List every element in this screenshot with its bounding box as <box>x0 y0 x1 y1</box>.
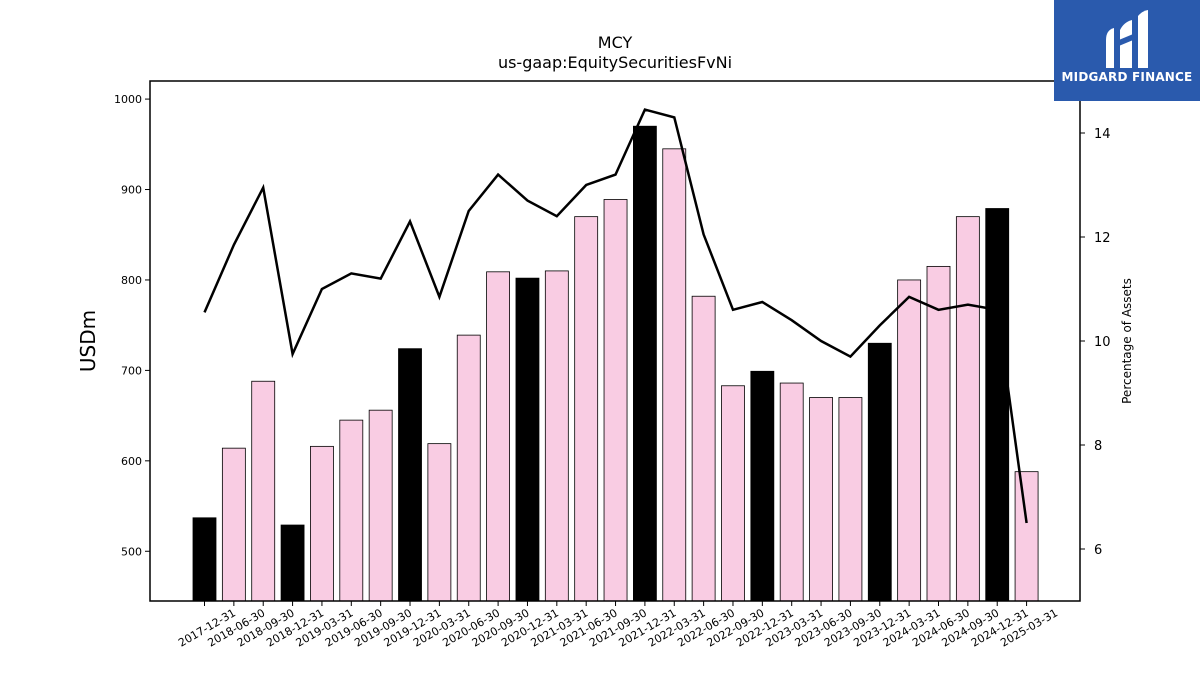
bar-2022-09-30 <box>721 385 745 602</box>
percentage-of-assets-line <box>203 108 1028 524</box>
bar-2019-03-31 <box>310 445 334 602</box>
bar-2018-12-31 <box>280 524 305 602</box>
y-tick-label: 500 <box>121 545 142 558</box>
y2-tick-label: 14 <box>1094 127 1111 142</box>
logo-text: MIDGARD FINANCE <box>1061 70 1193 84</box>
bar-2022-12-31 <box>750 370 775 602</box>
right-axis-ticks: 6 8 10 12 14 <box>1080 127 1111 558</box>
bar-2020-03-31 <box>427 443 452 602</box>
bar-2023-03-31 <box>779 382 804 602</box>
bar-2025-03-31 <box>1014 471 1039 602</box>
bar-2018-06-30 <box>221 447 246 602</box>
bar-2021-09-30 <box>603 199 628 602</box>
bar-2021-12-31 <box>633 125 657 602</box>
y2-tick-label: 12 <box>1094 231 1111 246</box>
bar-2020-06-30 <box>456 334 481 602</box>
bar-2021-03-31 <box>544 270 569 602</box>
bar-2022-03-31 <box>662 148 687 602</box>
y2-tick-label: 10 <box>1094 335 1111 350</box>
bar-2019-06-30 <box>339 419 364 602</box>
bar-2023-06-30 <box>809 397 833 602</box>
midgard-logo-icon <box>1106 10 1148 68</box>
y2-tick-label: 8 <box>1094 439 1102 454</box>
y2-axis-label: Percentage of Assets <box>1120 278 1134 404</box>
bar-2023-12-31 <box>867 342 892 602</box>
plot-frame <box>149 80 1081 602</box>
y-tick-label: 800 <box>121 274 142 287</box>
bar-series <box>192 125 1039 602</box>
bar-2024-03-31 <box>897 279 922 602</box>
midgard-finance-logo: MIDGARD FINANCE <box>1054 0 1200 101</box>
bar-2017-12-31 <box>192 517 217 602</box>
bar-2019-12-31 <box>398 348 422 602</box>
bar-2021-06-30 <box>574 216 599 602</box>
bar-2024-12-31 <box>985 208 1010 602</box>
bar-2018-09-30 <box>251 380 276 602</box>
bar-2020-09-30 <box>486 271 511 602</box>
y-tick-label: 900 <box>121 184 142 197</box>
left-axis-ticks: 500 600 700 800 900 1000 <box>114 93 150 558</box>
line-series <box>203 108 1028 524</box>
bar-2019-09-30 <box>368 409 393 602</box>
bar-2020-12-31 <box>515 277 540 602</box>
y-axis-label: USDm <box>76 310 100 372</box>
chart-title: MCY <box>598 33 633 52</box>
chart-subtitle: us-gaap:EquitySecuritiesFvNi <box>498 53 732 72</box>
bar-2024-06-30 <box>926 265 951 602</box>
y-tick-label: 700 <box>121 364 142 377</box>
y-tick-label: 1000 <box>114 93 142 106</box>
bar-2024-09-30 <box>955 216 980 602</box>
y-tick-label: 600 <box>121 455 142 468</box>
y2-tick-label: 6 <box>1094 543 1102 558</box>
x-axis-ticks: 2017-12-312018-06-302018-09-302018-12-31… <box>176 601 1060 650</box>
bar-2022-06-30 <box>691 295 716 602</box>
bar-2023-09-30 <box>838 397 863 602</box>
